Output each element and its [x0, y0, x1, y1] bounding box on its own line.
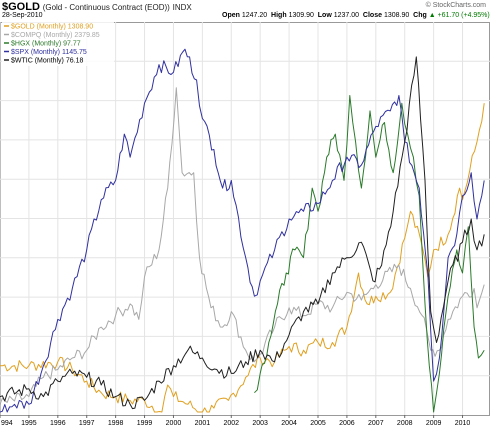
x-tick-label-2008: 2008: [397, 420, 413, 427]
x-tick-label-1998: 1998: [108, 420, 124, 427]
legend-entry-gold: $GOLD (Monthly) 1308.90: [11, 24, 93, 31]
x-tick-label-2010: 2010: [455, 420, 471, 427]
exchange-label: INDX: [172, 3, 192, 12]
quote-date: 28-Sep-2010: [2, 12, 43, 19]
low-value: 1237.00: [333, 12, 360, 19]
x-tick-label-2004: 2004: [281, 420, 297, 427]
x-tick-label-1996: 1996: [50, 420, 66, 427]
stockcharts-logo: © StockCharts.com: [425, 2, 486, 9]
x-tick-label-1997: 1997: [79, 420, 95, 427]
open-value: 1247.20: [241, 12, 268, 19]
x-tick-label-2006: 2006: [339, 420, 355, 427]
x-tick-label-2002: 2002: [223, 420, 239, 427]
chart-legend: $GOLD (Monthly) 1308.90$COMPQ (Monthly) …: [2, 22, 114, 66]
legend-entry-wtic: $WTIC (Monthly) 76.18: [11, 58, 83, 65]
series-line-spx: [0, 48, 485, 413]
chg-label: Chg: [413, 12, 427, 19]
open-label: Open: [222, 12, 240, 19]
low-label: Low: [317, 12, 332, 19]
legend-entry-spx: $SPX (Monthly) 1145.75: [11, 49, 87, 56]
x-tick-label-2007: 2007: [368, 420, 384, 427]
x-tick-label-2003: 2003: [252, 420, 268, 427]
high-label: High: [271, 12, 287, 19]
legend-entry-hgx: $HGX (Monthly) 97.77: [11, 41, 81, 48]
chart-title: $GOLD (Gold - Continuous Contract (EOD))…: [2, 1, 192, 13]
series-line-gold: [0, 103, 485, 413]
x-tick-label-2000: 2000: [166, 420, 182, 427]
chart-lines: [0, 48, 485, 413]
symbol-description: (Gold - Continuous Contract (EOD)): [42, 3, 170, 12]
x-tick-label-994: 994: [1, 420, 13, 427]
close-value: 1308.90: [383, 12, 410, 19]
legend-entry-compq: $COMPQ (Monthly) 2379.85: [11, 32, 100, 39]
series-line-compq: [0, 87, 485, 405]
symbol-label: $GOLD: [2, 1, 40, 13]
close-label: Close: [362, 12, 382, 19]
x-axis: 994 1995 1996 1997 1998 1999 2000 2001 2002 2003 2…: [0, 415, 470, 427]
x-tick-label-1999: 1999: [137, 420, 153, 427]
x-tick-label-2009: 2009: [426, 420, 442, 427]
quote-summary: Open 1247.20 High 1309.90 Low 1237.00 Cl…: [222, 12, 490, 19]
legend-background: [2, 22, 114, 66]
chart-header: $GOLD (Gold - Continuous Contract (EOD))…: [0, 0, 490, 22]
chg-arrow-icon: ▲: [428, 12, 436, 19]
high-value: 1309.90: [288, 12, 314, 19]
x-tick-label-2005: 2005: [310, 420, 326, 427]
x-tick-label-2001: 2001: [195, 420, 211, 427]
chg-value: +61.70 (+4.95%): [437, 12, 490, 19]
x-tick-label-1995: 1995: [21, 420, 37, 427]
chart-grid: [0, 22, 490, 416]
series-line-hgx: [254, 95, 485, 413]
series-line-wtic: [0, 56, 485, 410]
